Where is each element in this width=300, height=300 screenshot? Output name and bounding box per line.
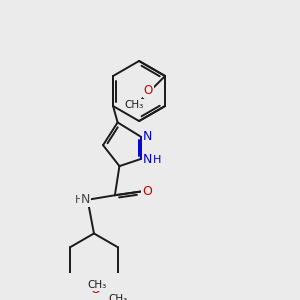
Text: CH₃: CH₃: [108, 294, 127, 300]
Text: N: N: [143, 153, 152, 166]
Text: H: H: [153, 155, 161, 165]
Text: O: O: [90, 284, 100, 296]
Text: CH₃: CH₃: [124, 100, 144, 110]
Text: CH₃: CH₃: [87, 280, 106, 290]
Text: O: O: [144, 84, 153, 98]
Text: N: N: [143, 130, 152, 143]
Text: O: O: [142, 185, 152, 198]
Text: N: N: [81, 193, 90, 206]
Text: H: H: [75, 195, 84, 205]
